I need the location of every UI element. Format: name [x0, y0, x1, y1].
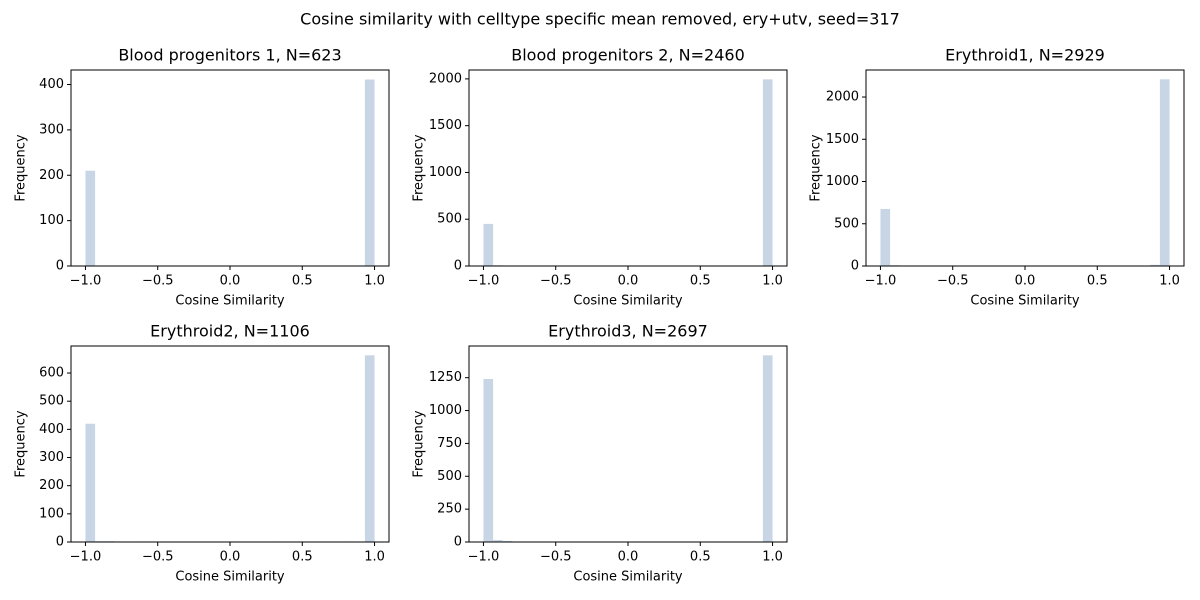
y-tick-label: 0 — [56, 535, 64, 550]
bar — [762, 355, 773, 542]
y-axis-label: Frequency — [412, 134, 427, 201]
x-tick-label: 0.0 — [618, 550, 639, 565]
bar — [483, 223, 494, 266]
x-axis-label: Cosine Similarity — [573, 294, 683, 309]
y-tick-label: 300 — [39, 122, 64, 137]
y-tick-label: 1250 — [429, 370, 462, 385]
y-tick-label: 600 — [39, 366, 64, 381]
subplot-title: Blood progenitors 2, N=2460 — [511, 46, 745, 65]
bar — [85, 170, 96, 266]
x-tick-label: 0.5 — [690, 274, 711, 289]
y-axis-label: Frequency — [14, 134, 29, 201]
y-tick-label: 1000 — [429, 403, 462, 418]
y-tick-label: 0 — [454, 535, 462, 550]
y-axis-label: Frequency — [412, 410, 427, 477]
y-tick-label: 500 — [834, 216, 859, 231]
y-tick-label: 100 — [39, 213, 64, 228]
x-tick-label: 0.0 — [618, 274, 639, 289]
y-tick-label: 0 — [454, 259, 462, 274]
y-tick-label: 400 — [39, 422, 64, 437]
y-tick-label: 1000 — [826, 174, 859, 189]
x-tick-label: 0.5 — [690, 550, 711, 565]
bar — [762, 79, 773, 266]
x-axis-label: Cosine Similarity — [970, 294, 1080, 309]
subplot: −1.0 −0.5 0.0 0.5 1.0 0 500 1000 1500 2000 Erythro… — [809, 46, 1185, 309]
subplot-title: Erythroid2, N=1106 — [150, 322, 310, 341]
y-tick-label: 100 — [39, 506, 64, 521]
x-tick-label: −0.5 — [540, 274, 572, 289]
subplot: −1.0 −0.5 0.0 0.5 1.0 0 100 200 300 400 Blood prog… — [14, 46, 390, 309]
y-tick-label: 1500 — [826, 132, 859, 147]
bar — [1159, 79, 1170, 266]
x-tick-label: 1.0 — [762, 274, 783, 289]
bar — [85, 423, 96, 542]
y-axis-label: Frequency — [809, 134, 824, 201]
y-tick-label: 400 — [39, 77, 64, 92]
y-tick-label: 2000 — [826, 90, 859, 105]
y-axis-label: Frequency — [14, 410, 29, 477]
x-tick-label: 0.0 — [1015, 274, 1036, 289]
bar — [364, 355, 375, 542]
x-tick-label: 1.0 — [762, 550, 783, 565]
x-tick-label: −0.5 — [142, 274, 174, 289]
y-tick-label: 1000 — [429, 165, 462, 180]
y-tick-label: 0 — [56, 259, 64, 274]
x-tick-label: 0.5 — [292, 274, 313, 289]
y-tick-label: 500 — [39, 394, 64, 409]
subplot-title: Erythroid1, N=2929 — [945, 46, 1105, 65]
x-tick-label: 1.0 — [364, 550, 385, 565]
subplot: −1.0 −0.5 0.0 0.5 1.0 0 100 200 300 400 500 600 Eryt… — [14, 322, 390, 585]
x-tick-label: −1.0 — [70, 274, 102, 289]
x-tick-label: −1.0 — [865, 274, 897, 289]
x-tick-label: −0.5 — [540, 550, 572, 565]
x-tick-label: −1.0 — [468, 274, 500, 289]
y-tick-label: 300 — [39, 450, 64, 465]
x-axis-label: Cosine Similarity — [175, 294, 285, 309]
figure-title: Cosine similarity with celltype specific… — [300, 10, 900, 29]
y-tick-label: 1500 — [429, 118, 462, 133]
y-tick-label: 250 — [437, 502, 462, 517]
y-tick-label: 200 — [39, 168, 64, 183]
bar — [493, 540, 503, 542]
y-tick-label: 200 — [39, 478, 64, 493]
bar — [502, 540, 513, 542]
x-tick-label: 0.5 — [292, 550, 313, 565]
bar — [880, 208, 891, 266]
subplot: −1.0 −0.5 0.0 0.5 1.0 0 500 1000 1500 2000 Blood p… — [412, 46, 788, 309]
x-tick-label: 0.0 — [220, 274, 241, 289]
y-tick-label: 500 — [437, 469, 462, 484]
bar — [483, 378, 494, 542]
x-tick-label: −0.5 — [142, 550, 174, 565]
x-tick-label: −0.5 — [937, 274, 969, 289]
y-tick-label: 750 — [437, 436, 462, 451]
y-tick-label: 2000 — [429, 71, 462, 86]
y-tick-label: 500 — [437, 212, 462, 227]
x-tick-label: 1.0 — [364, 274, 385, 289]
x-tick-label: 0.5 — [1087, 274, 1108, 289]
x-tick-label: 0.0 — [220, 550, 241, 565]
x-tick-label: −1.0 — [468, 550, 500, 565]
x-axis-label: Cosine Similarity — [573, 570, 683, 585]
subplot: −1.0 −0.5 0.0 0.5 1.0 0 250 500 750 1000 1250 Eryth… — [412, 322, 788, 585]
x-axis-label: Cosine Similarity — [175, 570, 285, 585]
y-tick-label: 0 — [851, 259, 859, 274]
x-tick-label: 1.0 — [1159, 274, 1180, 289]
subplot-title: Erythroid3, N=2697 — [548, 322, 708, 341]
bar — [364, 79, 375, 267]
x-tick-label: −1.0 — [70, 550, 102, 565]
subplot-title: Blood progenitors 1, N=623 — [118, 46, 341, 65]
bar — [1150, 264, 1160, 266]
